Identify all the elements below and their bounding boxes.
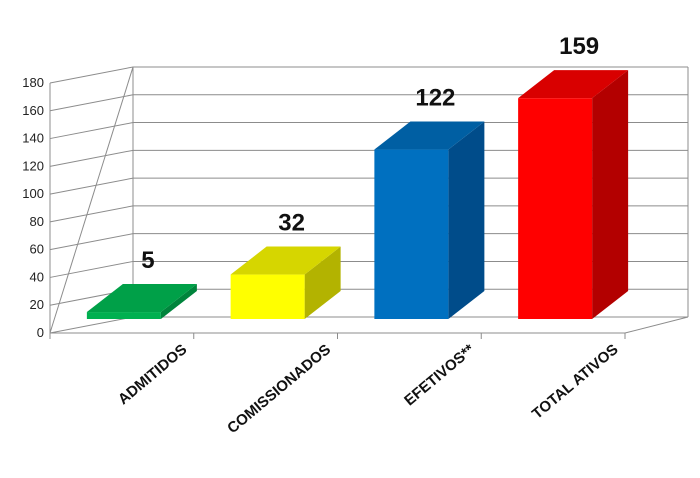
data-label: 122 <box>415 85 455 112</box>
bar <box>230 246 341 319</box>
bar <box>518 70 629 320</box>
y-tick-label: 60 <box>30 242 44 257</box>
y-tick-label: 40 <box>30 269 44 284</box>
y-tick-label: 140 <box>22 131 44 146</box>
bar-top <box>86 284 197 313</box>
bar-top <box>230 246 341 275</box>
bar-side <box>448 121 485 319</box>
bar-side <box>592 70 629 320</box>
y-tick-label: 100 <box>22 186 44 201</box>
bar-top <box>374 121 485 150</box>
bar-front <box>230 274 305 319</box>
x-tick-label: ADMITIDOS <box>115 341 190 408</box>
data-label: 32 <box>278 210 305 237</box>
depth-edge-left <box>49 66 134 334</box>
category-labels: ADMITIDOS COMISSIONADOS EFETIVOS** TOTAL AT… <box>115 341 622 437</box>
y-tick-label: 160 <box>22 103 44 118</box>
gridline <box>49 66 688 84</box>
bar-top <box>518 70 629 99</box>
gridline <box>49 233 688 251</box>
bar-front <box>518 98 593 320</box>
y-tick-label: 0 <box>37 325 44 340</box>
gridline <box>49 122 688 140</box>
y-tick-label: 180 <box>22 75 44 90</box>
y-tick-label: 120 <box>22 158 44 173</box>
bar-front <box>86 312 161 319</box>
bar <box>374 121 485 319</box>
x-tick-label: TOTAL ATIVOS <box>529 341 622 423</box>
y-tick-label: 20 <box>30 297 44 312</box>
x-tick-label: COMISSIONADOS <box>224 341 334 437</box>
x-tick-label: EFETIVOS** <box>401 341 478 409</box>
gridline <box>49 316 688 334</box>
value-labels: 5 32 122 159 <box>141 33 599 274</box>
data-label: 5 <box>141 247 154 274</box>
data-label: 159 <box>559 33 599 60</box>
gridline <box>49 94 688 112</box>
gridline <box>49 260 688 278</box>
floor-right-edge <box>624 316 689 334</box>
bar <box>86 284 197 319</box>
bar-front <box>374 149 449 319</box>
gridline <box>49 149 688 167</box>
bars <box>86 70 629 320</box>
bar-side <box>304 246 341 319</box>
bar-side <box>160 284 197 319</box>
gridline <box>49 177 688 195</box>
gridline <box>49 205 688 223</box>
y-tick-label: 80 <box>30 214 44 229</box>
y-axis: 0 20 40 60 80 100 120 140 160 180 <box>22 75 626 340</box>
